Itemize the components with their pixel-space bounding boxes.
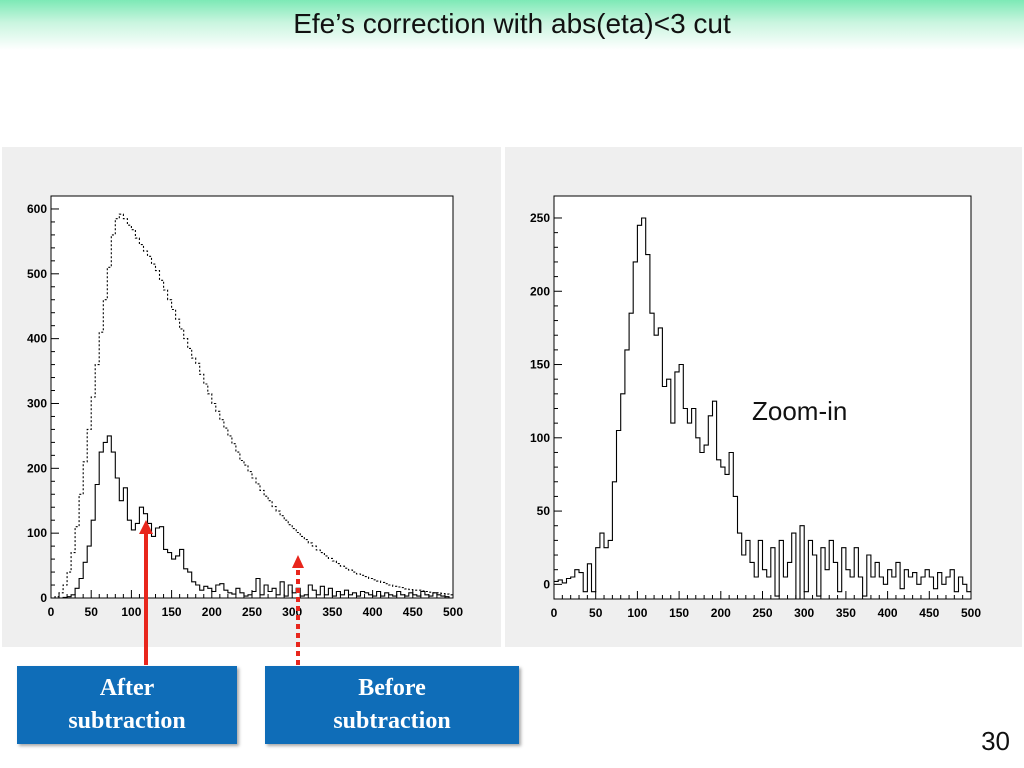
histogram-chart-right: 0 50 100 150 200 250 300 350 400 450 500 0 50 100 150 2…	[530, 195, 981, 620]
after-subtraction-arrow	[139, 520, 153, 665]
x-tick-label: 500	[443, 605, 463, 619]
y-tick-label: 300	[27, 396, 47, 410]
after-label-line-2: subtraction	[68, 708, 186, 734]
x-tick-label: 250	[752, 606, 772, 620]
x-tick-label: 50	[589, 606, 603, 620]
x-tick-label: 200	[711, 606, 731, 620]
x-tick-label: 350	[322, 605, 342, 619]
y-tick-label: 100	[27, 526, 47, 540]
series-before-subtraction	[51, 213, 453, 599]
y-tick-label: 250	[530, 211, 550, 225]
x-tick-label: 500	[961, 606, 981, 620]
page-number: 30	[981, 726, 1010, 756]
y-tick-label: 400	[27, 332, 47, 346]
before-subtraction-label: Before subtraction	[265, 666, 519, 744]
plot-frame	[553, 195, 972, 600]
chart-panel-right: 0 50 100 150 200 250 300 350 400 450 500 0 50 100 150 2…	[505, 147, 1022, 647]
y-tick-label: 150	[530, 358, 550, 372]
plot-frame	[50, 195, 454, 599]
x-tick-label: 400	[878, 606, 898, 620]
x-tick-label: 450	[919, 606, 939, 620]
title-bar: Efe’s correction with abs(eta)<3 cut	[0, 0, 1024, 50]
x-tick-label: 100	[121, 605, 141, 619]
x-tick-label: 400	[363, 605, 383, 619]
x-tick-label: 0	[48, 605, 55, 619]
x-tick-label: 200	[202, 605, 222, 619]
y-tick-label: 200	[27, 461, 47, 475]
x-tick-label: 100	[627, 606, 647, 620]
after-subtraction-label: After subtraction	[17, 666, 237, 744]
y-tick-label: 600	[27, 202, 47, 216]
before-subtraction-arrow	[292, 555, 304, 665]
y-tick-label: 0	[40, 591, 47, 605]
y-tick-label: 50	[537, 504, 551, 518]
x-tick-label: 350	[836, 606, 856, 620]
chart-panel-left: 0 50 100 150 200 250 300 350 400 450 500 0 100 200 300…	[2, 147, 501, 647]
after-label-line-1: After	[99, 675, 155, 701]
x-tick-label: 450	[403, 605, 423, 619]
x-tick-label: 0	[551, 606, 558, 620]
y-tick-label: 200	[530, 284, 550, 298]
x-tick-label: 150	[669, 606, 689, 620]
slide-title: Efe’s correction with abs(eta)<3 cut	[293, 8, 731, 39]
series-after-subtraction	[51, 435, 453, 599]
y-tick-label: 100	[530, 431, 550, 445]
before-label-line-1: Before	[358, 675, 426, 701]
series-after-subtraction	[554, 217, 971, 600]
x-tick-label: 250	[242, 605, 262, 619]
zoom-in-note: Zoom-in	[752, 396, 848, 426]
y-tick-label: 0	[543, 577, 550, 591]
x-tick-label: 300	[794, 606, 814, 620]
x-tick-label: 150	[162, 605, 182, 619]
y-tick-label: 500	[27, 267, 47, 281]
before-label-line-2: subtraction	[333, 708, 451, 734]
x-tick-label: 50	[85, 605, 99, 619]
histogram-chart-left: 0 50 100 150 200 250 300 350 400 450 5000100200300…	[27, 195, 463, 619]
